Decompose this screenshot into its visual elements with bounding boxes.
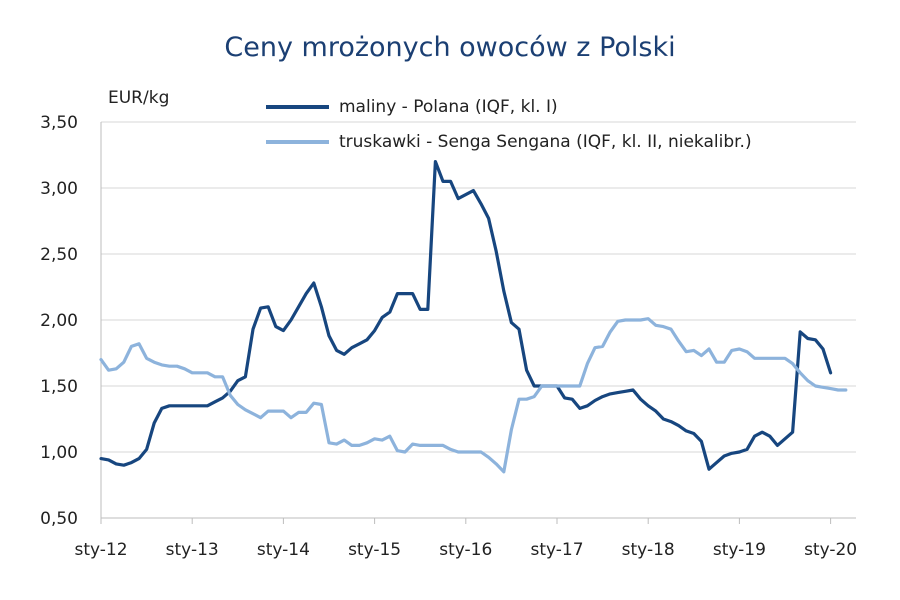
legend-item-truskawki: truskawki - Senga Sengana (IQF, kl. II, …: [266, 132, 752, 152]
legend-swatch-maliny: [266, 105, 329, 109]
y-tick-label: 1,00: [40, 443, 78, 463]
y-tick-label: 0,50: [40, 509, 78, 529]
y-tick-label: 2,50: [40, 245, 78, 265]
legend-label-truskawki: truskawki - Senga Sengana (IQF, kl. II, …: [339, 132, 752, 152]
y-axis-unit-label: EUR/kg: [108, 88, 170, 108]
x-tick-label: sty-13: [166, 540, 219, 560]
x-tick-label: sty-16: [439, 540, 492, 560]
x-tick-label: sty-19: [713, 540, 766, 560]
x-tick-label: sty-18: [622, 540, 675, 560]
x-tick-label: sty-15: [348, 540, 401, 560]
legend-item-maliny: maliny - Polana (IQF, kl. I): [266, 97, 558, 117]
x-tick-label: sty-12: [74, 540, 127, 560]
y-tick-label: 3,50: [40, 113, 78, 133]
y-tick-label: 2,00: [40, 311, 78, 331]
legend-label-maliny: maliny - Polana (IQF, kl. I): [339, 97, 558, 117]
x-tick-label: sty-17: [530, 540, 583, 560]
x-tick-label: sty-14: [257, 540, 310, 560]
series-line-maliny: [99, 160, 833, 471]
y-tick-label: 3,00: [40, 179, 78, 199]
legend-swatch-truskawki: [266, 140, 329, 144]
series-line-truskawki: [99, 317, 848, 474]
y-tick-label: 1,50: [40, 377, 78, 397]
x-tick-label: sty-20: [804, 540, 857, 560]
chart-title: Ceny mrożonych owoców z Polski: [224, 32, 676, 63]
